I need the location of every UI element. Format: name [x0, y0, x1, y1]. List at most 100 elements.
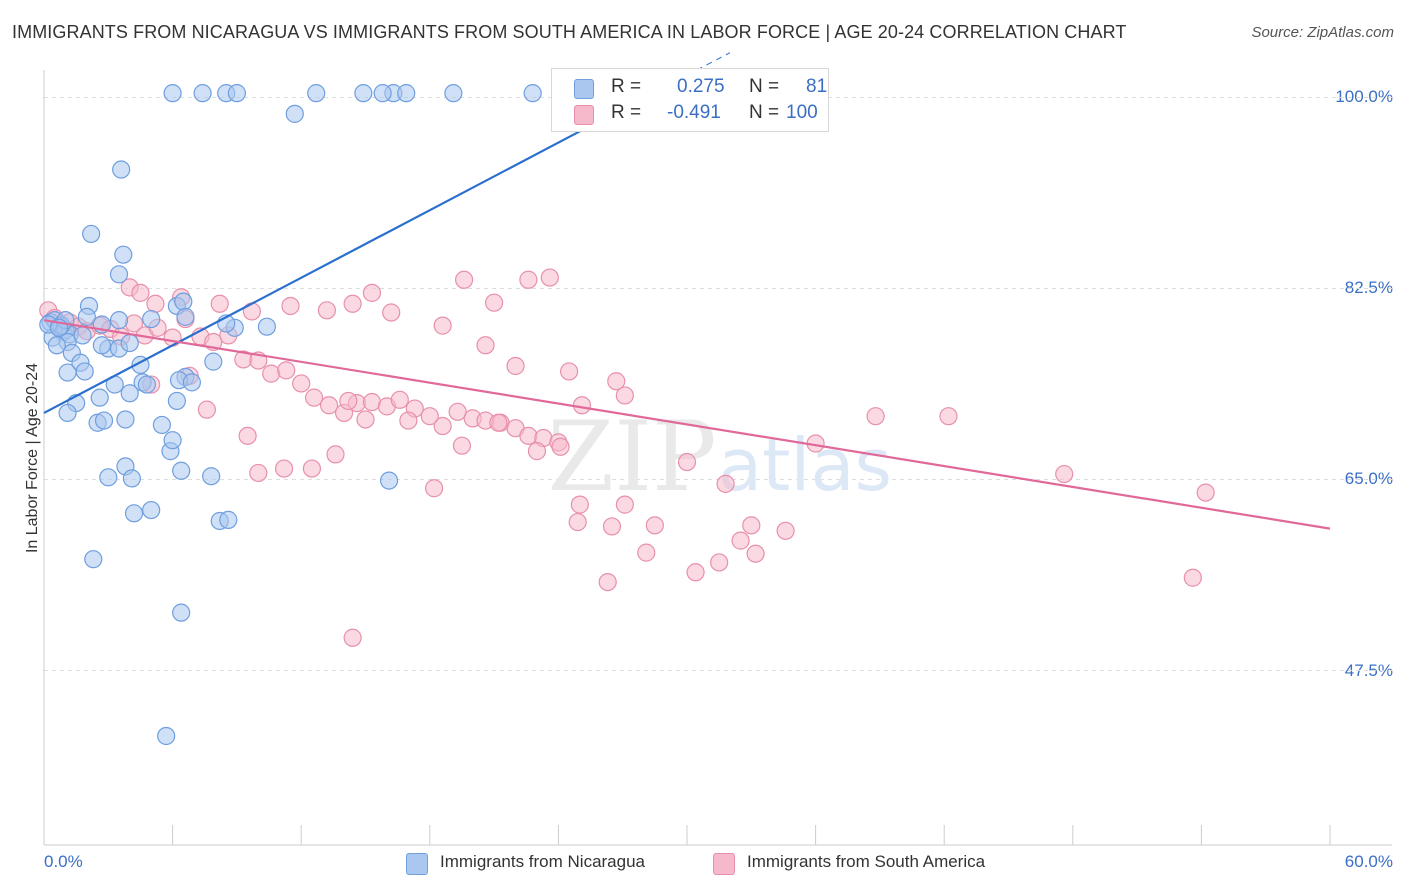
south-america-point: [645, 516, 664, 535]
south-america-point: [281, 296, 300, 316]
south-america-point: [302, 459, 322, 478]
nicaragua-point: [116, 410, 135, 429]
nicaragua-point: [109, 311, 129, 330]
nicaragua-point: [58, 363, 77, 382]
south-america-point: [686, 563, 705, 582]
nicaragua-point: [523, 84, 542, 103]
south-america-point: [277, 361, 296, 380]
south-america-point: [519, 270, 538, 289]
nicaragua-swatch: [574, 79, 594, 99]
axis-layer: [43, 70, 1392, 846]
south-america-point: [390, 390, 409, 409]
south-america-point: [570, 495, 589, 514]
south-america-point: [339, 391, 358, 411]
x-tick-label-max: 60.0%: [1344, 852, 1393, 871]
south-america-points: [39, 268, 1215, 647]
south-america-point: [1055, 464, 1074, 484]
south-america-point: [433, 416, 452, 436]
south-america-point: [602, 517, 622, 536]
south-america-point: [343, 628, 362, 647]
south-america-point: [519, 426, 538, 445]
legend-swatch-nicaragua: [406, 853, 428, 875]
x-tick-label-min: 0.0%: [44, 852, 83, 871]
south-america-point: [742, 516, 761, 535]
nicaragua-point: [202, 467, 221, 486]
watermark: ZIP atlas: [547, 401, 892, 513]
nicaragua-point: [73, 326, 92, 345]
south-america-point: [615, 386, 634, 405]
nicaragua-point: [58, 403, 77, 423]
nicaragua-point: [120, 333, 139, 353]
trend-lines: [43, 52, 1331, 530]
nicaragua-point: [142, 500, 161, 520]
south-america-point: [568, 512, 587, 532]
south-america-point: [326, 445, 345, 464]
nicaragua-point: [193, 84, 212, 103]
nicaragua-point: [114, 245, 133, 264]
legend-label-nicaragua: Immigrants from Nicaragua: [440, 852, 646, 871]
south-america-point: [560, 362, 579, 381]
nicaragua-point: [157, 726, 176, 746]
south-america-point: [242, 302, 262, 321]
south-america-point: [210, 294, 229, 313]
south-america-point: [317, 301, 337, 320]
south-america-point: [551, 437, 570, 456]
south-america-point: [607, 372, 626, 391]
watermark-atlas: atlas: [718, 423, 892, 507]
south-america-point: [274, 459, 294, 478]
south-america-point: [262, 364, 281, 383]
south-america-point: [433, 316, 452, 335]
south-america-point: [362, 283, 382, 302]
nicaragua-point: [47, 336, 66, 355]
nicaragua-point: [84, 550, 103, 569]
n-value-south-america: 100: [786, 102, 818, 123]
south-america-swatch: [574, 105, 594, 125]
south-america-point: [866, 407, 885, 426]
south-america-point: [710, 553, 729, 572]
south-america-point: [304, 388, 324, 407]
nicaragua-point: [176, 307, 195, 326]
nicaragua-point: [373, 84, 392, 103]
south-america-point: [485, 293, 504, 312]
nicaragua-point: [75, 362, 94, 381]
south-america-point: [146, 294, 165, 313]
nicaragua-point: [397, 84, 416, 103]
south-america-point: [506, 356, 525, 376]
nicaragua-point: [122, 469, 141, 488]
nicaragua-point: [227, 84, 246, 103]
y-tick-label-100: 100.0%: [1335, 87, 1393, 106]
nicaragua-point: [142, 309, 161, 329]
nicaragua-point: [307, 84, 326, 103]
nicaragua-point: [90, 388, 109, 407]
south-america-point: [356, 410, 375, 429]
source-credit: Source: ZipAtlas.com: [1251, 24, 1394, 41]
nicaragua-point: [137, 375, 156, 394]
nicaragua-point: [152, 415, 171, 435]
south-america-point: [716, 474, 735, 493]
nicaragua-point: [285, 104, 304, 123]
nicaragua-point: [379, 471, 399, 490]
south-america-point: [476, 336, 495, 355]
south-america-point: [131, 283, 150, 302]
n-label: N =: [749, 76, 780, 97]
chart-title: IMMIGRANTS FROM NICARAGUA VS IMMIGRANTS …: [12, 22, 1127, 42]
south-america-point: [249, 463, 268, 483]
south-america-point: [362, 392, 382, 412]
south-america-point: [420, 407, 439, 426]
nicaragua-point: [354, 84, 373, 103]
nicaragua-point: [99, 468, 118, 487]
y-tick-label-82-5: 82.5%: [1344, 278, 1393, 297]
south-america-point: [677, 452, 697, 472]
nicaragua-point: [172, 603, 191, 622]
stats-legend: R = 0.275 N = 81 R = -0.491 N = 100: [551, 68, 829, 132]
south-america-point: [424, 479, 444, 498]
r-value-south-america: -0.491: [667, 102, 721, 123]
south-america-point: [197, 400, 216, 419]
nicaragua-point: [163, 431, 182, 450]
nicaragua-point: [109, 265, 129, 284]
nicaragua-point: [172, 461, 191, 480]
r-value-nicaragua: 0.275: [677, 76, 725, 97]
nicaragua-point: [444, 84, 463, 103]
nicaragua-point: [120, 384, 139, 403]
south-america-point: [292, 374, 311, 393]
